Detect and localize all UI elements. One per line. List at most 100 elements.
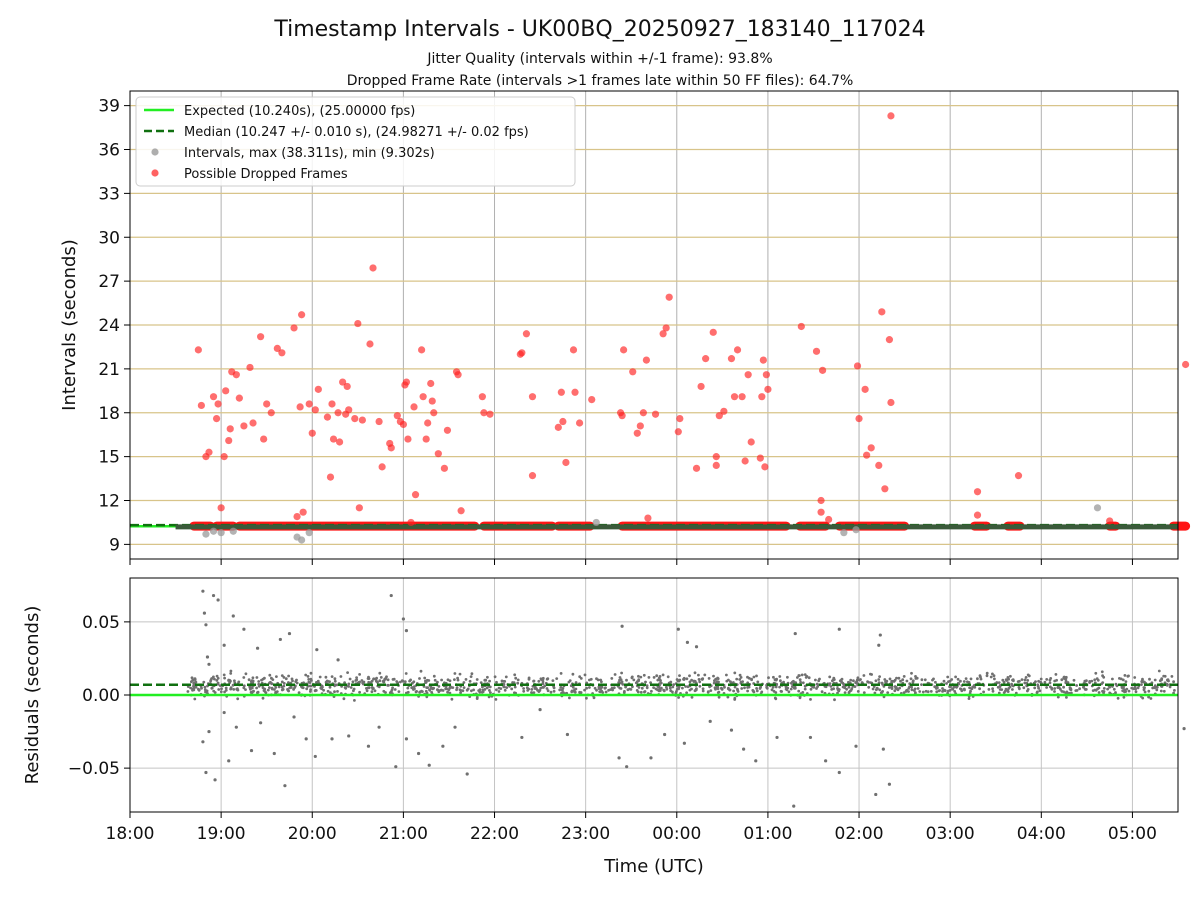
interval-point [217, 529, 225, 537]
residual-point [328, 680, 331, 684]
residual-point [909, 677, 913, 681]
residual-point [1123, 674, 1127, 677]
residual-point [383, 677, 387, 681]
residual-outlier-point [347, 734, 351, 738]
residual-point [644, 680, 647, 684]
residual-point [878, 688, 882, 692]
residual-point [1120, 686, 1124, 689]
residual-point [887, 686, 891, 689]
dropped-frame-point [692, 464, 701, 472]
residual-point [803, 687, 807, 691]
residual-point [621, 683, 625, 686]
x-tick-label: 00:00 [652, 824, 701, 844]
residual-point [1006, 688, 1010, 692]
residual-outlier-point [292, 715, 296, 719]
residual-point [1008, 685, 1012, 689]
residual-point [635, 689, 639, 692]
residual-outlier-point [201, 589, 205, 593]
residual-point [952, 685, 956, 689]
residual-point [585, 686, 588, 690]
residual-point [479, 681, 483, 684]
dropped-frame-point [867, 444, 875, 452]
residual-point [637, 686, 641, 689]
residual-outlier-point [775, 735, 779, 740]
residual-point [873, 691, 877, 695]
residual-point [365, 689, 369, 693]
top-y-tick-label: 27 [98, 272, 120, 292]
residual-point [203, 688, 207, 692]
residual-point [756, 680, 760, 684]
residual-point [450, 697, 454, 701]
residual-point [967, 697, 971, 700]
residual-point [497, 686, 501, 690]
residual-point [948, 688, 952, 692]
residual-point [997, 681, 1001, 684]
residual-point [219, 690, 223, 694]
x-tick-label: 20:00 [288, 824, 337, 844]
residual-point [1048, 685, 1052, 689]
residual-point [209, 678, 213, 681]
residual-point [382, 689, 386, 693]
dropped-frame-point [674, 428, 682, 436]
residual-point [985, 671, 989, 675]
residual-point [789, 687, 793, 691]
residual-point [295, 681, 299, 685]
residual-point [424, 680, 428, 684]
residual-point [290, 677, 294, 681]
residual-point [307, 678, 311, 681]
residual-point [654, 687, 658, 691]
dropped-frame-point [240, 422, 248, 430]
residual-point [578, 690, 581, 694]
residual-point [223, 676, 227, 680]
residual-point [797, 674, 801, 677]
residual-point [513, 685, 517, 689]
residual-point [483, 688, 487, 691]
legend-label: Expected (10.240s), (25.00000 fps) [184, 104, 415, 119]
residual-point [192, 682, 196, 685]
residual-point [574, 681, 578, 684]
residual-point [897, 676, 901, 680]
residual-point [733, 696, 737, 700]
residual-point [992, 674, 996, 678]
residual-point [979, 677, 983, 681]
residual-point [453, 672, 457, 675]
residual-point [898, 686, 901, 690]
top-y-tick-label: 21 [98, 360, 120, 380]
residual-point [423, 676, 427, 680]
residual-point [308, 681, 312, 684]
residual-point [1065, 696, 1068, 699]
dropped-frame-point [557, 388, 565, 396]
residual-point [229, 686, 233, 690]
residual-point [1155, 688, 1159, 692]
residual-point [595, 677, 598, 681]
residual-point [255, 676, 259, 679]
residual-point [597, 687, 601, 690]
dropped-frame-point [636, 422, 644, 430]
residual-point [1142, 688, 1146, 692]
dropped-frame-point [887, 112, 895, 120]
residual-point [538, 689, 542, 692]
residual-point [268, 673, 272, 677]
residual-point [1006, 676, 1010, 679]
residual-point [533, 687, 537, 690]
residual-point [375, 679, 378, 683]
residual-point [765, 686, 769, 689]
residual-point [739, 676, 743, 679]
residual-point [191, 678, 195, 682]
dropped-frame-point [387, 444, 395, 452]
residual-point [746, 675, 749, 679]
residual-point [261, 696, 265, 700]
dropped-frame-point [676, 415, 684, 423]
residual-point [732, 689, 735, 693]
interval-point [202, 530, 210, 538]
residual-point [1011, 688, 1014, 691]
residual-point [270, 682, 274, 686]
residual-point [1001, 678, 1005, 682]
residual-point [330, 675, 334, 678]
residual-outlier-point [313, 754, 317, 759]
dropped-frame-point [314, 385, 322, 393]
residual-point [964, 677, 968, 680]
legend-swatch-intervals [151, 148, 159, 156]
residual-point [685, 677, 689, 681]
